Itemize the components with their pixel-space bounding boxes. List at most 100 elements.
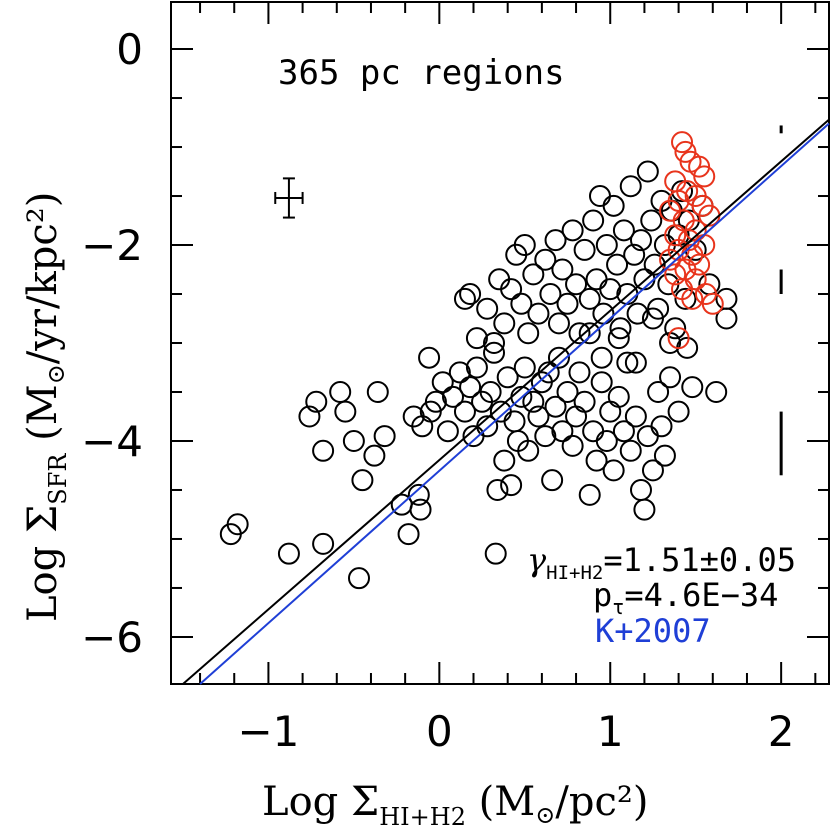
data-point bbox=[329, 380, 352, 403]
data-point bbox=[547, 312, 570, 335]
data-point bbox=[573, 390, 596, 413]
data-point bbox=[431, 371, 454, 394]
highlight-point bbox=[693, 165, 716, 188]
data-point bbox=[517, 439, 540, 462]
data-point bbox=[641, 307, 664, 330]
data-point bbox=[590, 371, 613, 394]
data-point bbox=[612, 219, 635, 242]
data-point bbox=[409, 498, 432, 521]
data-point bbox=[582, 209, 605, 232]
data-point bbox=[561, 434, 584, 457]
data-point bbox=[582, 420, 605, 443]
data-point bbox=[486, 478, 509, 501]
data-point bbox=[551, 258, 574, 281]
data-point bbox=[418, 346, 441, 369]
data-point bbox=[607, 385, 630, 408]
data-point bbox=[715, 287, 738, 310]
data-point bbox=[664, 317, 687, 340]
data-point bbox=[578, 322, 601, 345]
fit-line-blue bbox=[199, 122, 830, 685]
data-point bbox=[565, 273, 588, 296]
data-point bbox=[366, 380, 389, 403]
data-point bbox=[568, 322, 591, 345]
data-point bbox=[556, 380, 579, 403]
data-point bbox=[500, 474, 523, 497]
y-tick-label: −6 bbox=[81, 613, 143, 662]
data-point bbox=[510, 292, 533, 315]
highlight-point bbox=[659, 248, 682, 271]
y-label-suffix: (M bbox=[20, 384, 66, 453]
y-axis-label: Log ΣSFR (M⊙/yr/kpc²) bbox=[20, 192, 72, 622]
fit-lines bbox=[182, 118, 830, 685]
data-point bbox=[448, 361, 471, 384]
data-point bbox=[500, 278, 523, 301]
data-point bbox=[373, 425, 396, 448]
x-axis-label: Log ΣHI+H2 (M⊙/pc²) bbox=[262, 779, 648, 827]
data-point bbox=[599, 400, 622, 423]
data-point bbox=[493, 312, 516, 335]
data-point bbox=[522, 263, 545, 286]
data-point bbox=[612, 420, 635, 443]
data-point bbox=[602, 194, 625, 217]
data-point bbox=[226, 513, 249, 536]
y-label-sub: SFR bbox=[44, 453, 72, 505]
x-label-tail: /pc²) bbox=[555, 779, 648, 825]
data-point bbox=[599, 278, 622, 301]
data-point bbox=[517, 322, 540, 345]
data-point bbox=[503, 410, 526, 433]
gamma-value: =1.51±0.05 bbox=[603, 541, 796, 579]
x-label-sun: ⊙ bbox=[535, 801, 555, 827]
y-label-tail: /yr/kpc²) bbox=[20, 192, 66, 365]
tick-marks bbox=[171, 2, 829, 684]
data-point bbox=[636, 160, 659, 183]
data-point bbox=[436, 420, 459, 443]
data-point bbox=[609, 317, 632, 340]
highlight-point bbox=[688, 253, 711, 276]
data-point bbox=[424, 390, 447, 413]
y-tick-label: −2 bbox=[81, 221, 143, 270]
data-point bbox=[522, 390, 545, 413]
p-annotation: pτ=4.6E−34 bbox=[593, 576, 778, 619]
gamma-annotation: γHI+H2=1.51±0.05 bbox=[527, 541, 796, 584]
data-point bbox=[602, 459, 625, 482]
data-point bbox=[493, 449, 516, 472]
data-point bbox=[595, 429, 618, 452]
gamma-sub: HI+H2 bbox=[546, 562, 603, 584]
y-tick-label: 0 bbox=[116, 25, 143, 74]
data-point bbox=[715, 307, 738, 330]
reference-label: K+2007 bbox=[595, 612, 711, 650]
x-label-prefix: Log Σ bbox=[262, 779, 379, 825]
data-point bbox=[667, 400, 690, 423]
gamma-symbol: γ bbox=[527, 541, 547, 579]
data-point bbox=[453, 400, 476, 423]
data-point bbox=[479, 380, 502, 403]
data-point bbox=[351, 469, 374, 492]
p-sub: τ bbox=[612, 595, 624, 619]
x-tick-label: 2 bbox=[768, 707, 795, 756]
data-point bbox=[568, 361, 591, 384]
data-point bbox=[534, 425, 557, 448]
data-point bbox=[643, 253, 666, 276]
data-point bbox=[483, 341, 506, 364]
data-point bbox=[705, 380, 728, 403]
data-point bbox=[277, 542, 300, 565]
x-tick-label: 0 bbox=[426, 707, 453, 756]
data-point bbox=[630, 229, 652, 252]
data-point bbox=[541, 469, 564, 492]
error-bar bbox=[274, 177, 304, 219]
data-point bbox=[616, 351, 639, 374]
p-symbol: p bbox=[593, 576, 612, 614]
data-point bbox=[585, 268, 608, 291]
data-point bbox=[465, 356, 488, 379]
data-point bbox=[442, 385, 464, 408]
data-point bbox=[539, 283, 562, 306]
data-point bbox=[547, 346, 570, 369]
data-point bbox=[397, 523, 420, 546]
data-point bbox=[544, 395, 567, 418]
data-point bbox=[650, 415, 673, 438]
data-point bbox=[348, 567, 370, 590]
data-point bbox=[636, 425, 659, 448]
data-point bbox=[484, 542, 507, 565]
data-point bbox=[681, 376, 704, 399]
data-point bbox=[342, 429, 365, 452]
